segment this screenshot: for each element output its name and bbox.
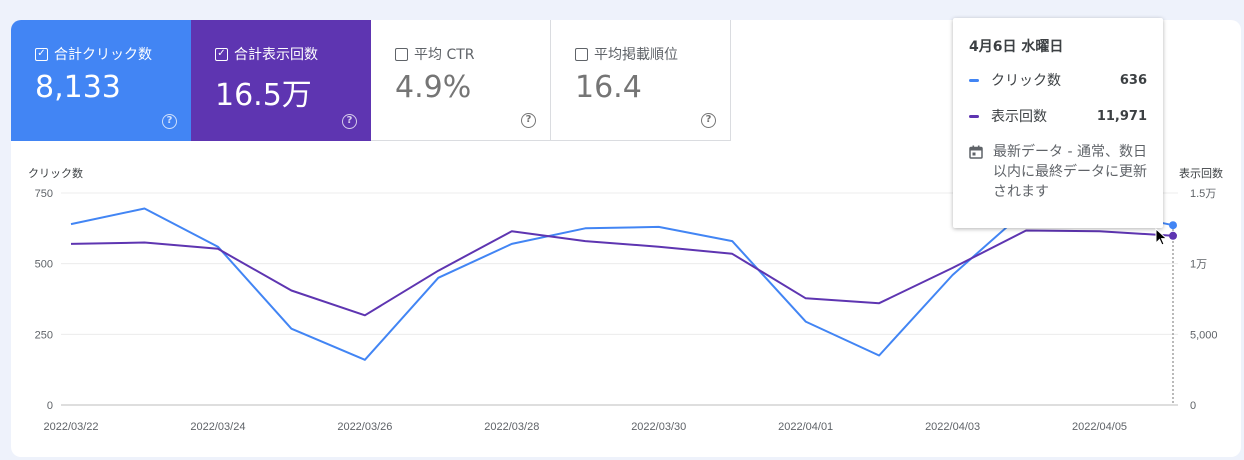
x-tick-label: 2022/04/03	[925, 421, 980, 433]
y-right-tick-label: 1万	[1190, 259, 1207, 271]
clicks-series-line	[70, 207, 1174, 361]
y-left-axis-title: クリック数	[28, 167, 83, 180]
help-icon[interactable]: ?	[521, 113, 536, 128]
y-left-tick-label: 250	[35, 329, 53, 341]
metric-value: 16.4	[575, 70, 642, 105]
tooltip-note: 最新データ - 通常、数日以内に最終データに更新されます	[969, 142, 1149, 202]
metric-average-ctr[interactable]: 平均 CTR 4.9% ?	[371, 20, 551, 141]
y-right-tick-label: 1.5万	[1190, 188, 1216, 200]
metric-label: 平均掲載順位	[594, 47, 678, 63]
x-tick-label: 2022/03/28	[484, 421, 539, 433]
tooltip-note-text: 最新データ - 通常、数日以内に最終データに更新されます	[993, 144, 1147, 200]
y-left-tick-label: 500	[35, 259, 53, 271]
checkbox-checked-icon[interactable]: ✓	[35, 47, 48, 61]
x-tick-label: 2022/03/24	[190, 421, 245, 433]
impressions-hover-point	[1169, 231, 1177, 240]
calendar-icon	[969, 145, 983, 159]
tooltip-date: 4月6日 水曜日	[969, 39, 1064, 55]
x-tick-label: 2022/04/05	[1072, 421, 1127, 433]
help-icon[interactable]: ?	[162, 114, 177, 129]
tooltip-row-value: 636	[1119, 72, 1147, 88]
tooltip-row-name: クリック数	[991, 73, 1061, 89]
x-tick-label: 2022/03/30	[631, 421, 686, 433]
metric-value: 4.9%	[395, 70, 472, 105]
help-icon[interactable]: ?	[342, 114, 357, 129]
metric-total-clicks[interactable]: ✓ 合計クリック数 8,133 ?	[11, 20, 191, 141]
metric-label: 平均 CTR	[414, 47, 475, 63]
chart-tooltip: 4月6日 水曜日 クリック数 636 表示回数 11,971 最新データ - 通…	[953, 18, 1163, 228]
metric-value: 16.5万	[215, 78, 312, 113]
metric-total-impressions[interactable]: ✓ 合計表示回数 16.5万 ?	[191, 20, 371, 141]
impressions-swatch	[969, 114, 979, 118]
x-tick-label: 2022/03/26	[337, 421, 392, 433]
help-icon[interactable]: ?	[701, 113, 716, 128]
y-right-axis-title: 表示回数	[1179, 166, 1223, 180]
checkbox-unchecked-icon[interactable]	[395, 47, 408, 61]
tooltip-row-impressions: 表示回数 11,971	[969, 106, 1147, 126]
y-right-tick-label: 0	[1190, 400, 1196, 412]
tooltip-row-value: 11,971	[1096, 108, 1147, 124]
x-tick-label: 2022/03/22	[43, 421, 98, 433]
checkbox-checked-icon[interactable]: ✓	[215, 47, 228, 61]
y-left-tick-label: 0	[47, 400, 53, 412]
tooltip-row-clicks: クリック数 636	[969, 70, 1147, 90]
metric-label: 合計クリック数	[54, 47, 152, 63]
clicks-swatch	[969, 78, 979, 82]
y-left-tick-label: 750	[35, 188, 53, 200]
metric-label: 合計表示回数	[234, 47, 318, 63]
y-right-tick-label: 5,000	[1190, 329, 1218, 341]
checkbox-unchecked-icon[interactable]	[575, 47, 588, 61]
mouse-pointer-icon	[1155, 228, 1168, 246]
clicks-hover-point	[1169, 221, 1177, 230]
x-tick-label: 2022/04/01	[778, 421, 833, 433]
metric-value: 8,133	[35, 70, 121, 105]
tooltip-row-name: 表示回数	[991, 109, 1047, 125]
impressions-series-line	[70, 229, 1174, 317]
metric-average-position[interactable]: 平均掲載順位 16.4 ?	[551, 20, 731, 141]
